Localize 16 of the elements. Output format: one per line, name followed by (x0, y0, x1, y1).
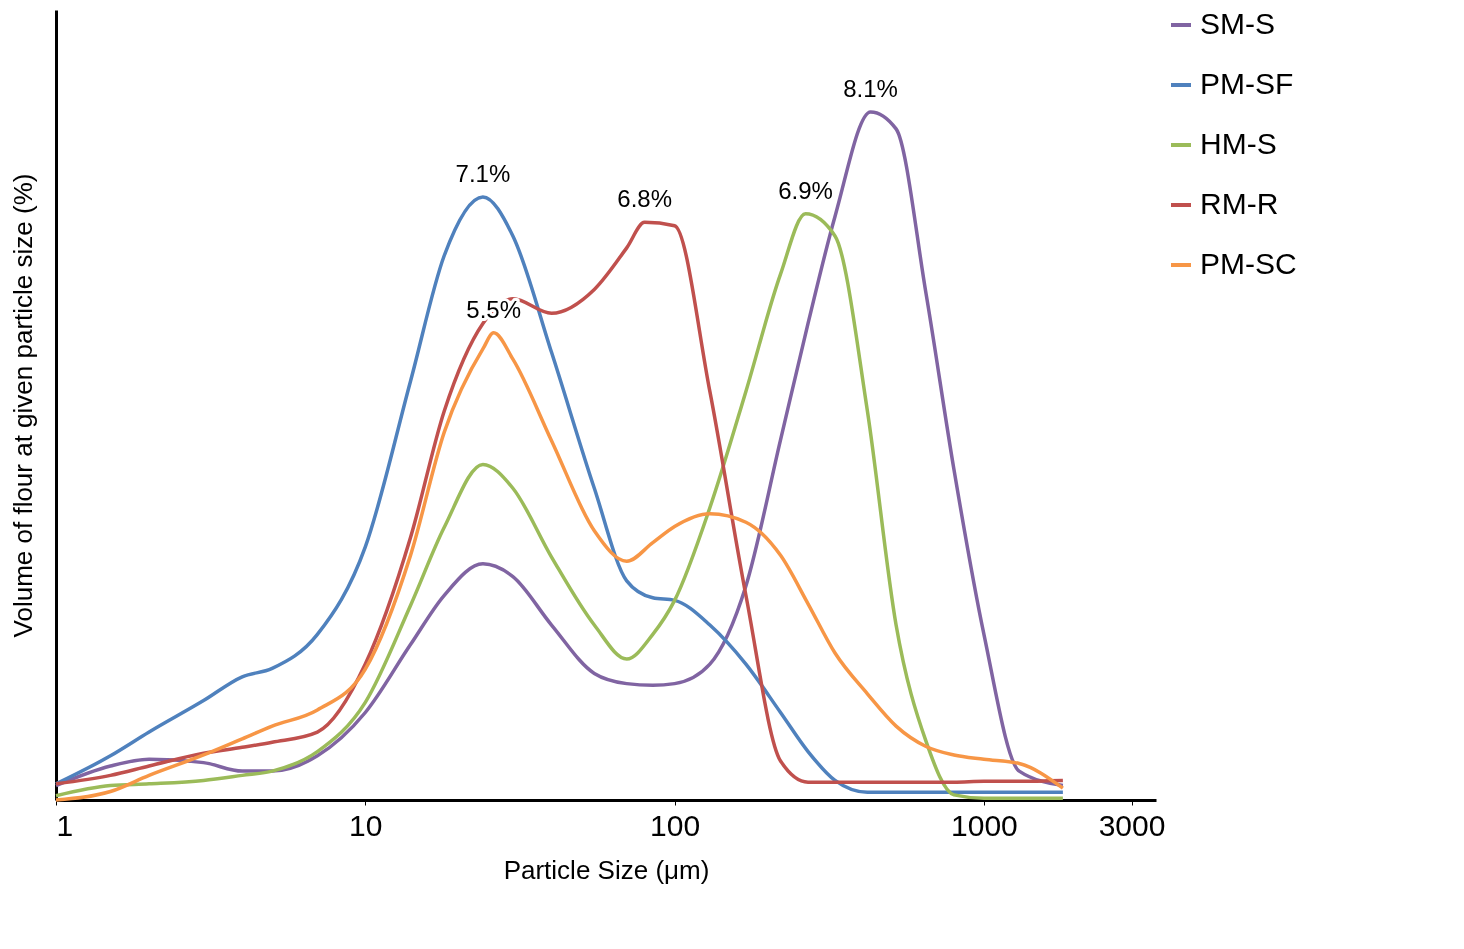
legend-label: HM-S (1200, 127, 1277, 160)
legend-label: PM-SF (1200, 67, 1294, 100)
legend-label: SM-S (1200, 7, 1275, 40)
y-axis-title: Volume of flour at given particle size (%) (7, 173, 38, 638)
x-tick-label: 1000 (951, 808, 1018, 842)
data-label: 7.1% (455, 159, 511, 187)
x-tick-label: 3000 (1098, 808, 1166, 842)
legend-label: RM-R (1200, 187, 1279, 220)
x-tick-label: 10 (349, 808, 383, 842)
x-tick-label: 1 (56, 808, 74, 842)
legend-label: PM-SC (1200, 247, 1297, 280)
data-label: 6.9% (778, 176, 833, 204)
data-label: 8.1% (843, 74, 898, 102)
x-tick-label: 100 (650, 808, 701, 842)
data-label: 6.8% (617, 185, 672, 213)
x-axis-title: Particle Size (μm) (503, 854, 710, 885)
